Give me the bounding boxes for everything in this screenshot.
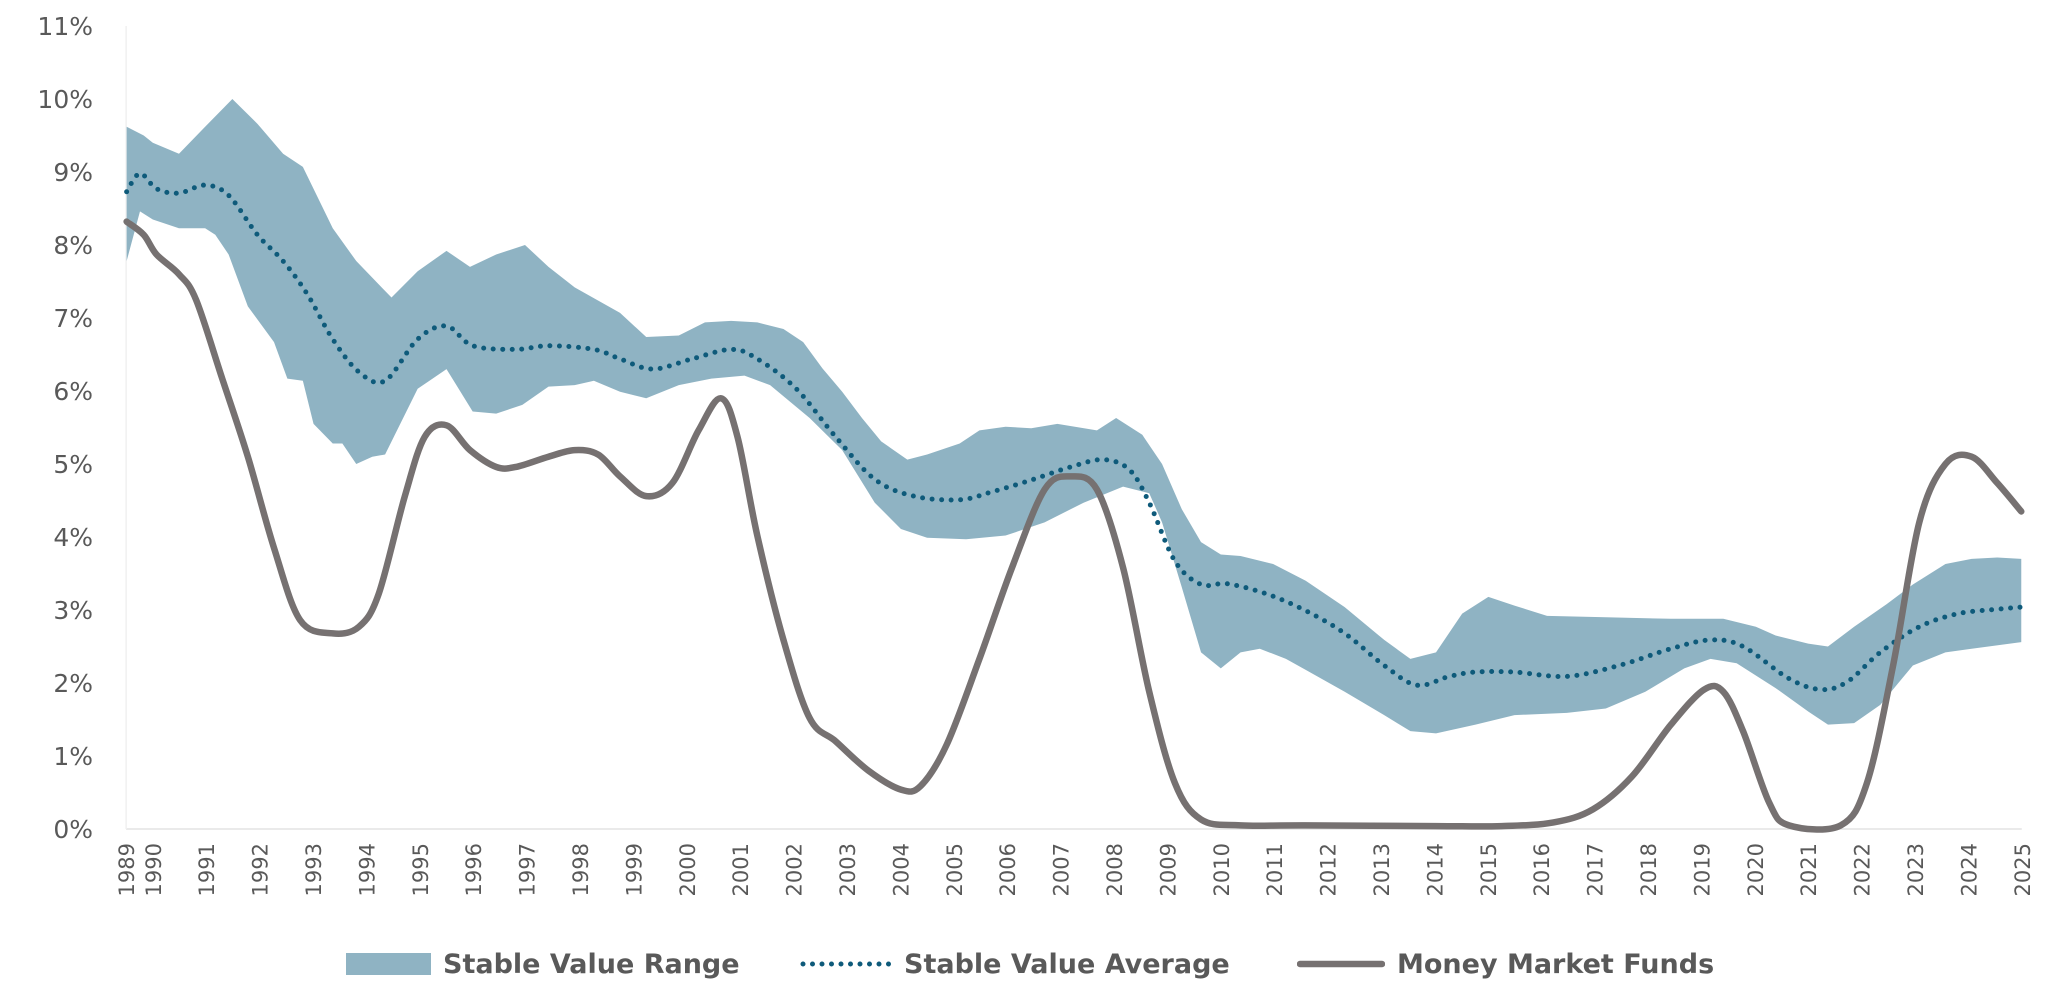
x-tick-label: 2025 [2011,843,2035,896]
legend-swatch-mmf [1297,960,1385,968]
x-tick-label: 2013 [1370,843,1394,896]
legend-label: Stable Value Range [443,948,740,980]
x-tick-label: 2005 [943,843,967,896]
legend-swatch-range [346,953,431,975]
x-tick-label: 2002 [783,843,807,896]
x-tick-label: 1993 [302,843,326,896]
x-tick-label: 2019 [1690,843,1714,896]
legend-item-range: Stable Value Range [346,944,740,984]
y-tick-label: 1% [53,742,93,771]
x-tick-label: 2012 [1317,843,1341,896]
y-tick-label: 8% [53,231,93,260]
y-tick-label: 0% [53,815,93,844]
series-stable-value-average [124,170,2024,693]
series-money-market-funds [123,218,2025,833]
legend-swatch-average [800,961,892,967]
legend-item-average: Stable Value Average [800,944,1230,984]
legend: Stable Value Range Stable Value Average … [0,944,2048,984]
x-tick-label: 1991 [195,843,219,896]
y-tick-label: 9% [53,158,93,187]
x-tick-label: 1996 [462,843,486,896]
y-tick-label: 3% [53,596,93,625]
y-tick-label: 4% [53,523,93,552]
x-tick-label: 2023 [1904,843,1928,896]
series-stable-value-range [126,99,2022,734]
legend-label: Stable Value Average [904,948,1230,980]
x-tick-label: 2016 [1530,843,1554,896]
x-tick-label: 2022 [1851,843,1875,896]
x-tick-label: 2010 [1210,843,1234,896]
x-axis-ticks: 1989 1990 1991 1992 1993 1994 1995 1996 1997 1998… [115,843,2035,896]
x-tick-label: 2001 [729,843,753,896]
x-tick-label: 2020 [1744,843,1768,896]
y-tick-label: 11% [37,12,93,41]
x-tick-label: 2018 [1637,843,1661,896]
x-tick-label: 2024 [1957,843,1981,896]
legend-label: Money Market Funds [1397,948,1715,980]
x-tick-label: 2007 [1050,843,1074,896]
x-tick-label: 2021 [1797,843,1821,896]
y-tick-label: 7% [53,304,93,333]
x-tick-label: 2004 [889,843,913,896]
x-tick-label: 2003 [836,843,860,896]
y-tick-label: 2% [53,669,93,698]
y-tick-label: 6% [53,377,93,406]
x-tick-label: 1989 [115,843,139,896]
x-tick-label: 2015 [1477,843,1501,896]
x-tick-label: 2014 [1423,843,1447,896]
y-axis-ticks: 0% 1% 2% 3% 4% 5% 6% 7% 8% 9% 10% 11% [37,12,93,844]
x-tick-label: 2009 [1156,843,1180,896]
x-tick-label: 1997 [516,843,540,896]
x-tick-label: 1992 [249,843,273,896]
x-tick-label: 2006 [996,843,1020,896]
x-tick-label: 2008 [1103,843,1127,896]
x-tick-label: 1999 [622,843,646,896]
y-tick-label: 10% [37,85,93,114]
x-tick-label: 1994 [355,843,379,896]
y-tick-label: 5% [53,450,93,479]
x-tick-label: 2017 [1584,843,1608,896]
x-tick-label: 2011 [1263,843,1287,896]
x-tick-label: 2000 [676,843,700,896]
x-tick-label: 1995 [409,843,433,896]
x-tick-label: 1998 [569,843,593,896]
x-tick-label: 1990 [142,843,166,896]
legend-item-mmf: Money Market Funds [1297,944,1714,984]
